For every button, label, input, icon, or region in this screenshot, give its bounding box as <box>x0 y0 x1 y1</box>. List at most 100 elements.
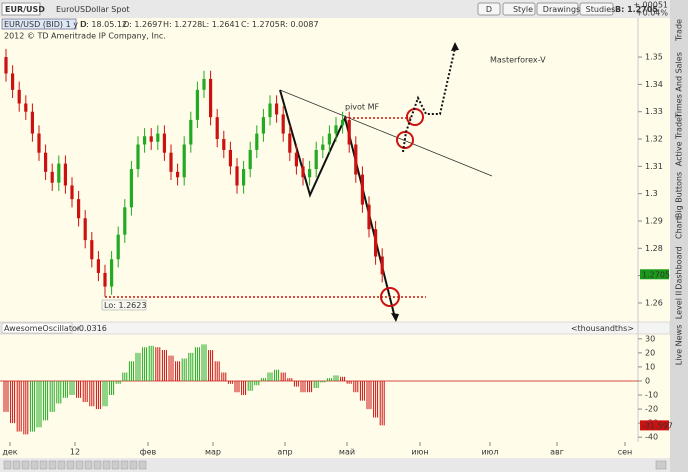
candle-body <box>288 133 292 153</box>
arrow-head <box>451 42 459 51</box>
candle-body <box>182 144 186 178</box>
y-tick-label: 1.34 <box>645 80 663 89</box>
candle-body <box>129 169 133 208</box>
side-tab[interactable]: Active Trader <box>675 113 684 166</box>
x-tick-label: дек <box>2 448 17 457</box>
candle-body <box>44 152 48 172</box>
y-tick-label: 1.33 <box>645 107 663 116</box>
bottom-icon <box>30 460 39 470</box>
candle-body <box>308 169 312 178</box>
candle-body <box>156 133 160 142</box>
last-price-box <box>640 269 669 280</box>
bottom-icon <box>655 460 667 470</box>
study-name: AwesomeOscillator <box>4 324 81 333</box>
bottom-icon <box>102 460 111 470</box>
last-value-box <box>640 420 669 431</box>
candle-body <box>90 240 94 260</box>
candle-body <box>321 144 325 150</box>
side-tab[interactable]: Times And Sales <box>675 52 684 119</box>
bottom-icon <box>129 460 138 470</box>
candle-body <box>4 57 8 74</box>
bottom-icon <box>12 460 21 470</box>
candle-body <box>255 133 259 150</box>
info-item: L: 1.2641 <box>202 20 240 29</box>
candle-body <box>242 169 246 186</box>
candle-body <box>176 171 180 178</box>
bottom-icon <box>21 460 30 470</box>
candle-body <box>347 119 351 145</box>
info-item: O: 1.2697 <box>123 20 162 29</box>
x-tick-label: июн <box>411 448 428 457</box>
y-tick-label: 1.3 <box>645 189 658 198</box>
change-pct: +0.04% <box>636 9 669 18</box>
copyright: 2012 © TD Ameritrade IP Company, Inc. <box>4 32 166 41</box>
candle-body <box>11 73 15 90</box>
low-annotation: Lo: 1.2623 <box>104 301 146 310</box>
brand-annotation: Masterforex-V <box>490 56 546 65</box>
side-tab[interactable]: Level II <box>675 291 684 319</box>
description: EuroUSDollar Spot <box>56 5 130 14</box>
study-units: <thousandths> <box>571 324 634 333</box>
bottom-icon <box>84 460 93 470</box>
toolbar-button[interactable] <box>579 2 614 16</box>
bottom-icon <box>39 460 48 470</box>
x-tick-label: июл <box>481 448 498 457</box>
candle-body <box>360 174 364 205</box>
toolbar-button-label[interactable]: Studies <box>586 5 616 14</box>
y-tick-label: 20 <box>645 348 655 357</box>
candle-body <box>83 218 87 241</box>
side-tab[interactable]: Dashboard <box>675 246 684 289</box>
side-tab[interactable]: Live News <box>675 325 684 366</box>
info-title: EUR/USD (BID) 1 y D <box>4 20 87 29</box>
y-tick-label: 30 <box>645 334 655 343</box>
candle-body <box>77 199 81 219</box>
toolbar-button[interactable] <box>536 2 579 16</box>
bottom-icon <box>48 460 57 470</box>
study-name-box <box>1 322 73 334</box>
side-tab[interactable]: Chart <box>675 217 684 239</box>
candle-body <box>70 185 74 200</box>
pivot-annotation: pivot MF <box>345 103 380 112</box>
info-item: D: 18.05.12 <box>80 20 127 29</box>
bottom-icon <box>120 460 129 470</box>
candle-body <box>116 234 120 260</box>
side-tab[interactable]: Big Buttons <box>675 172 684 218</box>
bottom-icon <box>66 460 75 470</box>
candle-body <box>30 111 34 134</box>
toolbar-button[interactable] <box>502 2 536 16</box>
y-tick-label: 1.31 <box>645 162 663 171</box>
candle-body <box>24 103 28 112</box>
candle-body <box>123 207 127 235</box>
info-title-box <box>1 18 77 30</box>
toolbar-button[interactable] <box>477 2 501 16</box>
candle-body <box>63 163 67 186</box>
arrow-head <box>391 313 399 322</box>
candle-body <box>149 136 153 142</box>
candle-body <box>301 166 305 178</box>
candle-body <box>228 149 232 167</box>
side-tab[interactable]: Trade <box>675 19 684 42</box>
bid-price: B: 1.2705 <box>615 5 658 14</box>
y-tick-label: 1.32 <box>645 135 663 144</box>
study-value: -0.0316 <box>76 324 107 333</box>
bottom-icon <box>3 460 12 470</box>
candle-body <box>374 229 378 257</box>
toolbar-button-label[interactable]: Style <box>513 5 533 14</box>
price-panel <box>0 18 670 322</box>
y-tick-label: -40 <box>645 433 658 442</box>
candle-body <box>354 144 358 175</box>
x-tick-label: 12 <box>70 448 80 457</box>
candle-body <box>367 204 371 230</box>
change: +.00051 <box>633 1 668 10</box>
candle-body <box>103 272 107 287</box>
toolbar-button-label[interactable]: Drawings <box>543 5 580 14</box>
symbol-box <box>1 2 41 16</box>
candle-body <box>136 144 140 170</box>
candle-body <box>37 133 41 153</box>
y-tick-label: 1.35 <box>645 53 663 62</box>
circle <box>380 287 400 307</box>
candle-body <box>195 89 199 120</box>
candle-body <box>222 139 226 150</box>
candle-body <box>162 133 166 153</box>
toolbar-button-label[interactable]: D <box>486 5 492 14</box>
